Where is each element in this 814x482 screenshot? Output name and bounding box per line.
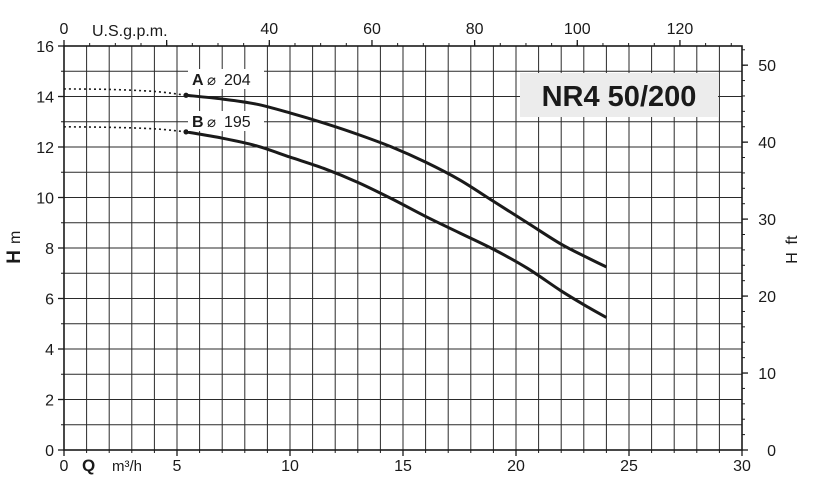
series-a-label-bg (188, 69, 264, 89)
axes: 0 5 10 15 20 25 30 0 40 60 80 100 120 0 2 4 6 8 10 12 14 16 0 1… (36, 21, 776, 475)
x-top-tick-label: 100 (564, 21, 591, 38)
curves (63, 88, 608, 319)
series-a-start-point (183, 92, 189, 98)
y-left-tick-label: 10 (36, 191, 54, 208)
bottom-axis-q: Q (82, 456, 95, 475)
y-left-tick-label: 16 (36, 39, 54, 56)
x-top-tick-label: 0 (60, 21, 69, 38)
series-a-diameter-symbol: ⌀ (207, 71, 216, 89)
x-bottom-tick-label: 20 (507, 458, 525, 475)
y-left-tick-label: 0 (45, 443, 54, 460)
right-axis-unit: ft (784, 235, 801, 244)
y-right-tick-label: 30 (758, 212, 776, 229)
title-box (520, 73, 718, 117)
y-left-tick-label: 4 (45, 342, 54, 359)
x-bottom-tick-label: 15 (394, 458, 412, 475)
series-b-diameter: 195 (224, 114, 251, 131)
series-b-diameter-symbol: ⌀ (207, 113, 216, 131)
series-a-line (185, 93, 608, 269)
y-right-tick-label: 10 (758, 366, 776, 383)
x-bottom-tick-label: 30 (733, 458, 751, 475)
series-b-name: B (192, 114, 204, 131)
right-axis-h: H (784, 252, 801, 264)
y-right-tick-label: 20 (758, 289, 776, 306)
series-a-dotted-line (63, 88, 187, 97)
y-left-tick-label: 12 (36, 140, 54, 157)
x-top-tick-label: 60 (363, 21, 381, 38)
series-b-start-point (183, 129, 189, 135)
x-bottom-tick-label: 5 (173, 458, 182, 475)
series-b-dotted-line (63, 126, 187, 133)
x-bottom-tick-label: 25 (620, 458, 638, 475)
series-a-name: A (192, 72, 204, 89)
x-top-tick-label: 80 (466, 21, 484, 38)
series-a-diameter: 204 (224, 72, 251, 89)
y-left-tick-label: 14 (36, 90, 54, 107)
top-axis-label: U.S.g.p.m. (92, 23, 168, 40)
x-bottom-tick-label: 10 (281, 458, 299, 475)
y-right-tick-label: 0 (767, 443, 776, 460)
x-top-tick-label: 120 (667, 21, 694, 38)
bottom-axis-unit: m³/h (112, 458, 142, 475)
left-axis-h: H (4, 250, 25, 264)
chart-title: NR4 50/200 (542, 81, 697, 113)
y-right-tick-label: 50 (758, 58, 776, 75)
y-right-tick-label: 40 (758, 135, 776, 152)
y-left-tick-label: 6 (45, 292, 54, 309)
series-b-label-bg (188, 111, 264, 131)
y-left-tick-label: 8 (45, 241, 54, 258)
x-bottom-tick-label: 0 (60, 458, 69, 475)
left-axis-unit: m (7, 231, 24, 244)
x-top-tick-label: 40 (260, 21, 278, 38)
y-left-tick-label: 2 (45, 393, 54, 410)
series-b-line (185, 130, 608, 319)
